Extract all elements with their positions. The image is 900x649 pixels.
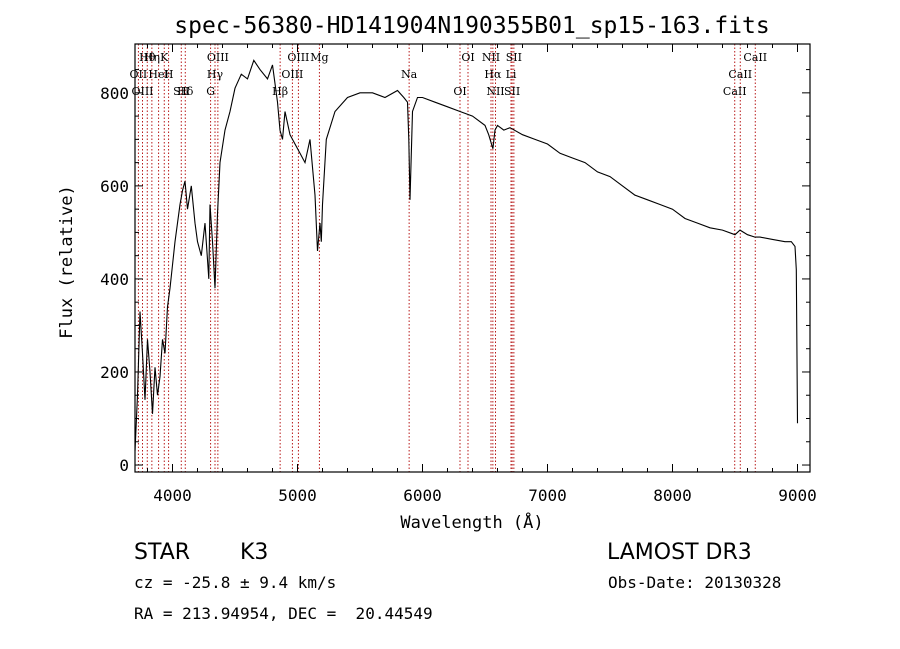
plot-frame (134, 43, 811, 473)
x-tick-label: 6000 (403, 486, 442, 505)
line-marker-label: OI (453, 85, 466, 98)
line-marker-label: K (160, 51, 169, 64)
line-marker-label: NII (482, 51, 500, 64)
line-marker-label: Hγ (207, 68, 224, 81)
line-marker-label: OI (461, 51, 474, 64)
spectral-class: STAR (134, 540, 191, 565)
emission-line-markers (137, 44, 756, 472)
line-marker-label: Hβ (272, 85, 288, 98)
line-marker-label: SII (504, 85, 520, 98)
spectrum-line (134, 59, 799, 452)
chart-title: spec-56380-HD141904N190355B01_sp15-163.f… (174, 13, 769, 39)
y-tick-label: 200 (100, 363, 129, 382)
x-tick-label: 9000 (778, 486, 817, 505)
x-tick-label: 7000 (528, 486, 567, 505)
x-tick-label: 4000 (153, 486, 192, 505)
line-marker-label: Hη (144, 51, 160, 64)
line-marker-label: Na (401, 68, 418, 81)
line-marker-label: G (206, 85, 215, 98)
line-marker-label: HeI (148, 68, 168, 81)
line-marker-label: OIII (207, 51, 229, 64)
line-marker-label: OIII (281, 68, 303, 81)
y-tick-label: 600 (100, 177, 129, 196)
obs-date-text: Obs-Date: 20130328 (608, 573, 782, 592)
line-marker-label: CaII (743, 51, 767, 64)
coordinates-text: RA = 213.94954, DEC = 20.44549 (134, 604, 433, 623)
line-marker-label: NII (486, 85, 504, 98)
x-tick-label: 5000 (278, 486, 317, 505)
survey-name: LAMOST DR3 (607, 540, 752, 565)
y-axis-label: Flux (relative) (57, 185, 77, 339)
x-tick-label: 8000 (653, 486, 692, 505)
line-marker-label: CaII (723, 85, 747, 98)
y-tick-label: 0 (119, 456, 129, 475)
line-marker-label: OIII (287, 51, 309, 64)
y-tick-label: 800 (100, 84, 129, 103)
line-marker-label: H (164, 68, 174, 81)
line-marker-label: OIII (131, 85, 153, 98)
line-marker-label: SII (173, 85, 189, 98)
redshift-text: cz = -25.8 ± 9.4 km/s (134, 573, 337, 592)
x-axis: 4000 5000 6000 7000 8000 9000 (147, 44, 817, 505)
spectral-subclass: K3 (240, 540, 269, 565)
x-axis-label: Wavelength (Å) (400, 511, 543, 533)
line-marker-label: Hθ (139, 51, 156, 64)
line-marker-label: SII (506, 51, 522, 64)
y-axis: 0 200 400 600 800 (100, 69, 810, 475)
line-marker-label: CaII (728, 68, 752, 81)
line-marker-label: Hδ (177, 85, 194, 98)
line-marker-label: Li (506, 68, 517, 81)
emission-line-labels: Hθ OII OIII K HeI SII Hη HHδ OIII Hγ G OIII OIII Hβ Mg… (130, 51, 768, 98)
line-marker-label: OII (130, 68, 148, 81)
y-tick-label: 400 (100, 270, 129, 289)
line-marker-label: Hα (484, 68, 502, 81)
line-marker-label: Mg (310, 51, 328, 64)
